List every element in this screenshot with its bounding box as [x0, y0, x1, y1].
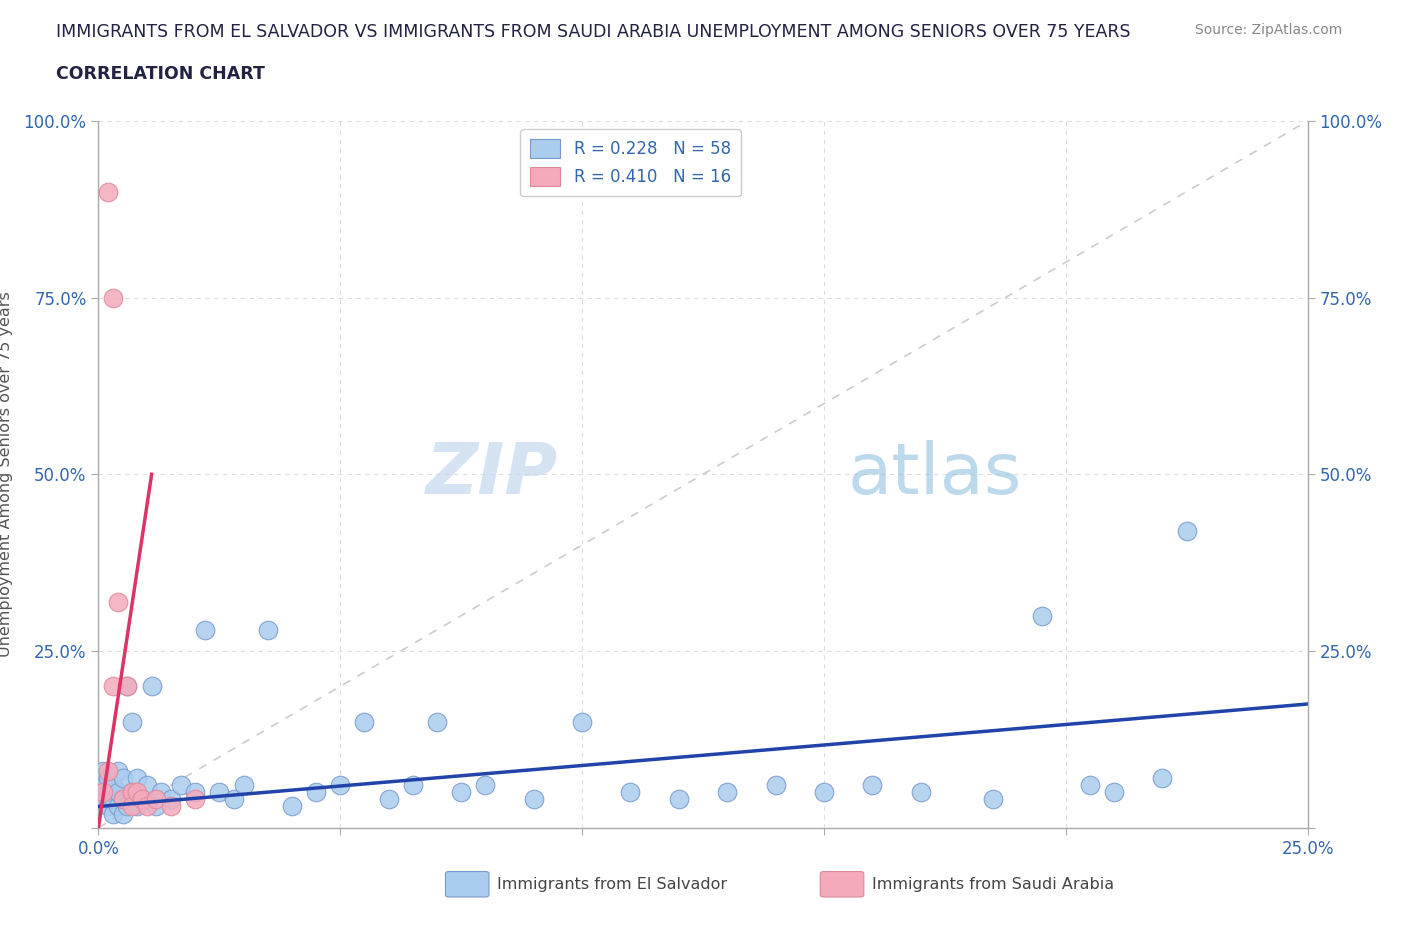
Point — [127, 785, 149, 800]
Point — [101, 806, 124, 821]
Point — [813, 785, 835, 800]
Point — [141, 679, 163, 694]
Point — [377, 792, 399, 807]
Point — [150, 785, 173, 800]
Point — [101, 679, 124, 694]
Point — [169, 777, 191, 792]
Point — [981, 792, 1004, 807]
Point — [97, 764, 120, 778]
Point — [256, 622, 278, 637]
Point — [208, 785, 231, 800]
FancyBboxPatch shape — [446, 871, 489, 897]
Point — [523, 792, 546, 807]
Point — [860, 777, 883, 792]
Point — [1031, 608, 1053, 623]
Text: Source: ZipAtlas.com: Source: ZipAtlas.com — [1195, 23, 1343, 37]
Point — [765, 777, 787, 792]
Point — [145, 799, 167, 814]
Point — [184, 792, 207, 807]
Point — [107, 764, 129, 778]
Y-axis label: Unemployment Among Seniors over 75 years: Unemployment Among Seniors over 75 years — [0, 291, 13, 658]
Point — [135, 777, 157, 792]
Point — [111, 806, 134, 821]
Point — [121, 714, 143, 729]
Legend: R = 0.228   N = 58, R = 0.410   N = 16: R = 0.228 N = 58, R = 0.410 N = 16 — [520, 129, 741, 196]
Point — [121, 785, 143, 800]
Point — [111, 792, 134, 807]
Point — [121, 785, 143, 800]
Point — [353, 714, 375, 729]
Point — [160, 799, 183, 814]
Point — [97, 785, 120, 800]
Point — [450, 785, 472, 800]
Point — [97, 184, 120, 199]
Point — [194, 622, 217, 637]
Point — [402, 777, 425, 792]
Point — [111, 771, 134, 786]
Point — [222, 792, 245, 807]
Point — [117, 679, 139, 694]
Point — [910, 785, 932, 800]
Point — [127, 799, 149, 814]
FancyBboxPatch shape — [820, 871, 863, 897]
Point — [1152, 771, 1174, 786]
Point — [1102, 785, 1125, 800]
Point — [91, 792, 114, 807]
Point — [184, 785, 207, 800]
Point — [101, 290, 124, 305]
Point — [91, 785, 114, 800]
Point — [232, 777, 254, 792]
Point — [107, 799, 129, 814]
Point — [305, 785, 328, 800]
Text: Immigrants from El Salvador: Immigrants from El Salvador — [498, 877, 727, 893]
Point — [281, 799, 304, 814]
Point — [668, 792, 690, 807]
Point — [101, 777, 124, 792]
Point — [426, 714, 449, 729]
Text: IMMIGRANTS FROM EL SALVADOR VS IMMIGRANTS FROM SAUDI ARABIA UNEMPLOYMENT AMONG S: IMMIGRANTS FROM EL SALVADOR VS IMMIGRANT… — [56, 23, 1130, 41]
Text: CORRELATION CHART: CORRELATION CHART — [56, 65, 266, 83]
Text: ZIP: ZIP — [426, 440, 558, 509]
Point — [91, 764, 114, 778]
Point — [716, 785, 738, 800]
Text: Immigrants from Saudi Arabia: Immigrants from Saudi Arabia — [872, 877, 1115, 893]
Point — [97, 799, 120, 814]
Point — [1175, 524, 1198, 538]
Point — [1078, 777, 1101, 792]
Point — [131, 792, 153, 807]
Point — [135, 799, 157, 814]
Point — [121, 799, 143, 814]
Point — [97, 771, 120, 786]
Point — [145, 792, 167, 807]
Point — [127, 771, 149, 786]
Point — [329, 777, 352, 792]
Point — [107, 594, 129, 609]
Text: atlas: atlas — [848, 440, 1022, 509]
Point — [160, 792, 183, 807]
Point — [101, 792, 124, 807]
Point — [111, 792, 134, 807]
Point — [91, 777, 114, 792]
Point — [107, 785, 129, 800]
Point — [571, 714, 593, 729]
Point — [131, 792, 153, 807]
Point — [474, 777, 496, 792]
Point — [117, 679, 139, 694]
Point — [117, 799, 139, 814]
Point — [619, 785, 641, 800]
